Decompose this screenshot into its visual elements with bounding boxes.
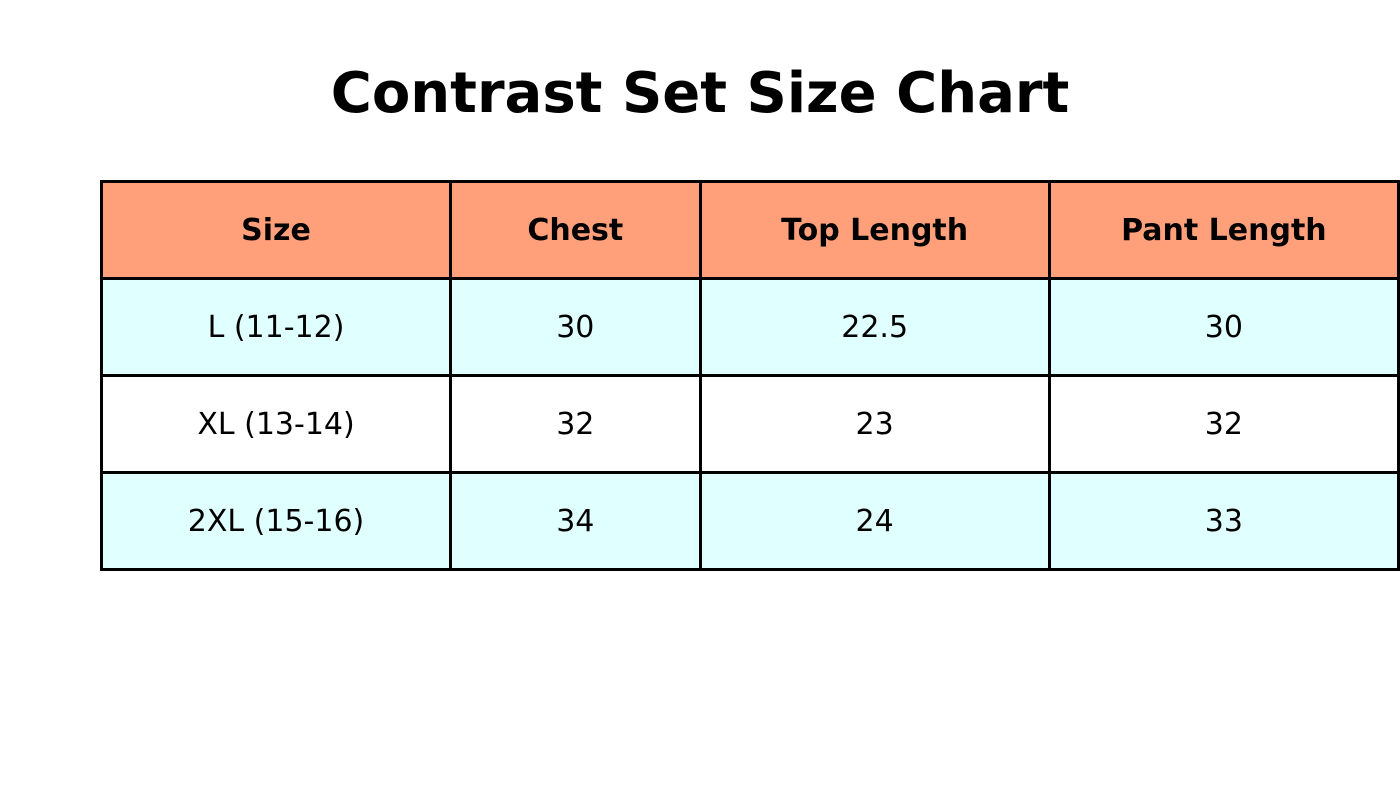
table-cell: 32 — [1047, 374, 1400, 474]
size-table: Size Chest Top Length Pant Length L (11-12)… — [99, 180, 1400, 571]
table-cell: 30 — [449, 277, 702, 377]
table-row: 2XL (15-16) 34 24 33 — [99, 471, 1400, 571]
table-row: L (11-12) 30 22.5 30 — [99, 277, 1400, 377]
table-cell: 32 — [449, 374, 702, 474]
header-cell: Chest — [449, 180, 702, 280]
table-row: XL (13-14) 32 23 32 — [99, 374, 1400, 474]
title: Contrast Set Size Chart — [330, 61, 1070, 126]
table-body: L (11-12) 30 22.5 30 XL (13-14) 32 23 32 2XL (15… — [99, 277, 1400, 571]
table-cell: 33 — [1047, 471, 1400, 571]
header-row: Size Chest Top Length Pant Length — [99, 180, 1400, 280]
table-cell: L (11-12) — [99, 277, 453, 377]
table-cell: 24 — [698, 471, 1051, 571]
header-cell: Size — [99, 180, 453, 280]
header-cell: Pant Length — [1047, 180, 1400, 280]
table-cell: 30 — [1047, 277, 1400, 377]
table-cell: 23 — [698, 374, 1051, 474]
table-cell: XL (13-14) — [99, 374, 453, 474]
table-cell: 22.5 — [698, 277, 1051, 377]
table-cell: 34 — [449, 471, 702, 571]
header-cell: Top Length — [698, 180, 1051, 280]
table-cell: 2XL (15-16) — [99, 471, 453, 571]
